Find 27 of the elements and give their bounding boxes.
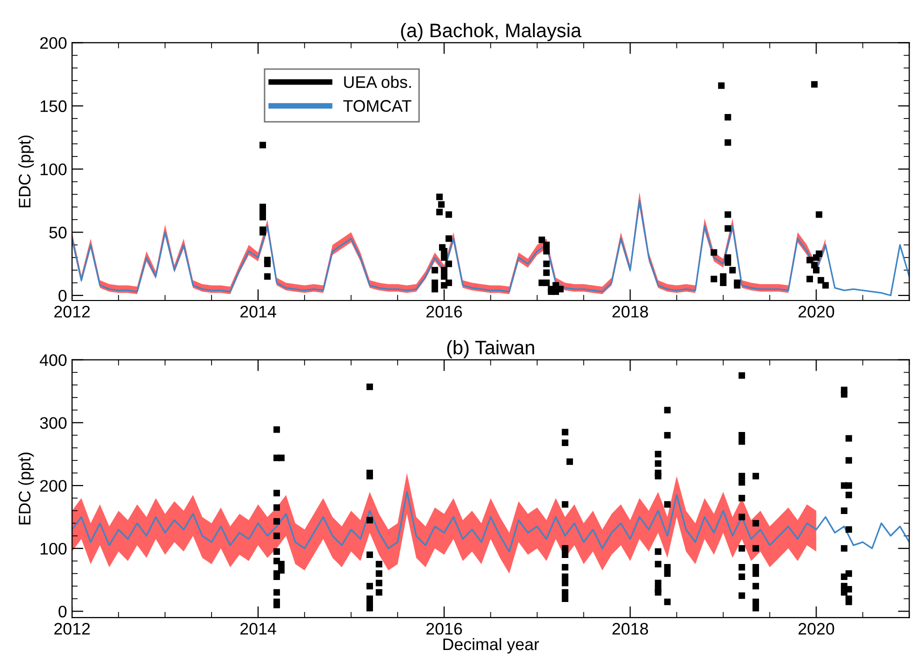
x-tick-label: 2014 — [240, 622, 276, 635]
x-tick-label: 2016 — [426, 306, 462, 318]
chart-title: (b) Taiwan — [447, 340, 534, 358]
legend-label: TOMCAT — [343, 100, 412, 112]
y-tick-label: 400 — [40, 354, 67, 366]
x-axis-title: Decimal year — [443, 638, 540, 654]
x-tick-label: 2014 — [240, 306, 276, 318]
y-axis-title: EDC (ppt) — [18, 136, 34, 208]
x-tick-label: 2018 — [612, 622, 648, 635]
x-tick-label: 2018 — [612, 306, 648, 318]
x-tick-label: 2012 — [54, 306, 90, 318]
y-tick-label: 200 — [40, 480, 67, 492]
y-tick-label: 150 — [40, 100, 67, 112]
y-tick-label: 200 — [40, 37, 67, 49]
y-tick-label: 50 — [49, 226, 67, 238]
y-tick-label: 100 — [40, 542, 67, 555]
x-tick-label: 2020 — [798, 622, 834, 635]
legend-label: UEA obs. — [344, 76, 411, 88]
y-tick-label: 100 — [40, 163, 67, 176]
x-tick-label: 2012 — [54, 622, 90, 635]
x-tick-label: 2020 — [798, 306, 834, 318]
y-tick-label: 0 — [58, 606, 67, 618]
y-axis-title: EDC (ppt) — [18, 452, 34, 524]
y-tick-label: 300 — [40, 417, 67, 429]
y-tick-label: 0 — [58, 290, 67, 302]
chart-title: (a) Bachok, Malaysia — [401, 23, 582, 42]
x-tick-label: 2016 — [426, 622, 462, 635]
